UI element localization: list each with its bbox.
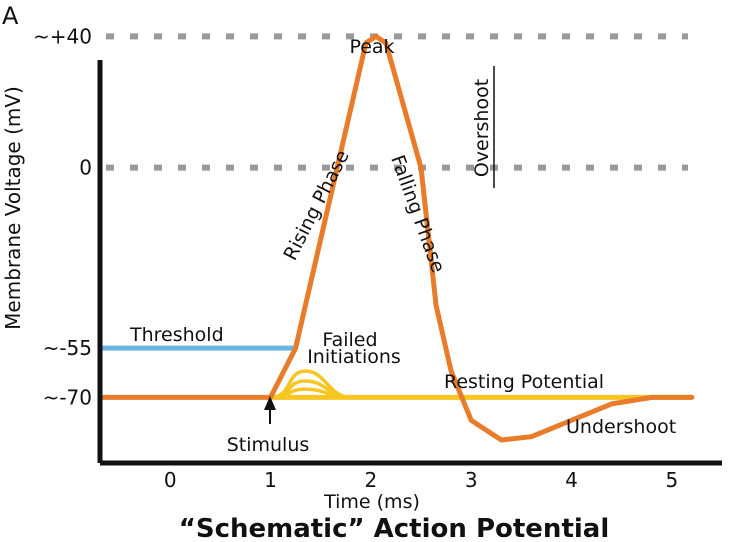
x-axis-label: Time (ms)	[323, 491, 420, 513]
overshoot-label: Overshoot	[471, 79, 493, 177]
peak-label: Peak	[349, 36, 394, 58]
y-tick-label: ~-70	[43, 385, 92, 409]
stimulus-label: Stimulus	[227, 434, 310, 456]
falling-phase-label: Falling Phase	[386, 152, 449, 276]
stimulus-arrow	[264, 396, 276, 424]
x-tick-label: 4	[565, 468, 578, 492]
threshold-label: Threshold	[129, 324, 224, 346]
reference-lines	[106, 36, 688, 167]
initiations-label: Initiations	[307, 346, 401, 368]
x-tick-label: 1	[264, 468, 277, 492]
x-tick-label: 2	[365, 468, 378, 492]
undershoot-label: Undershoot	[566, 416, 676, 438]
x-tick-label: 5	[665, 468, 678, 492]
panel-label: A	[2, 2, 19, 30]
x-tick-label: 3	[465, 468, 478, 492]
y-tick-label: ~+40	[33, 24, 92, 48]
y-tick-label: ~-55	[43, 336, 92, 360]
chart-title: “Schematic” Action Potential	[179, 514, 610, 542]
resting-potential-label: Resting Potential	[444, 371, 604, 393]
x-tick-label: 0	[164, 468, 177, 492]
y-axis-label: Membrane Voltage (mV)	[1, 86, 25, 330]
y-tick-label: 0	[79, 156, 92, 180]
